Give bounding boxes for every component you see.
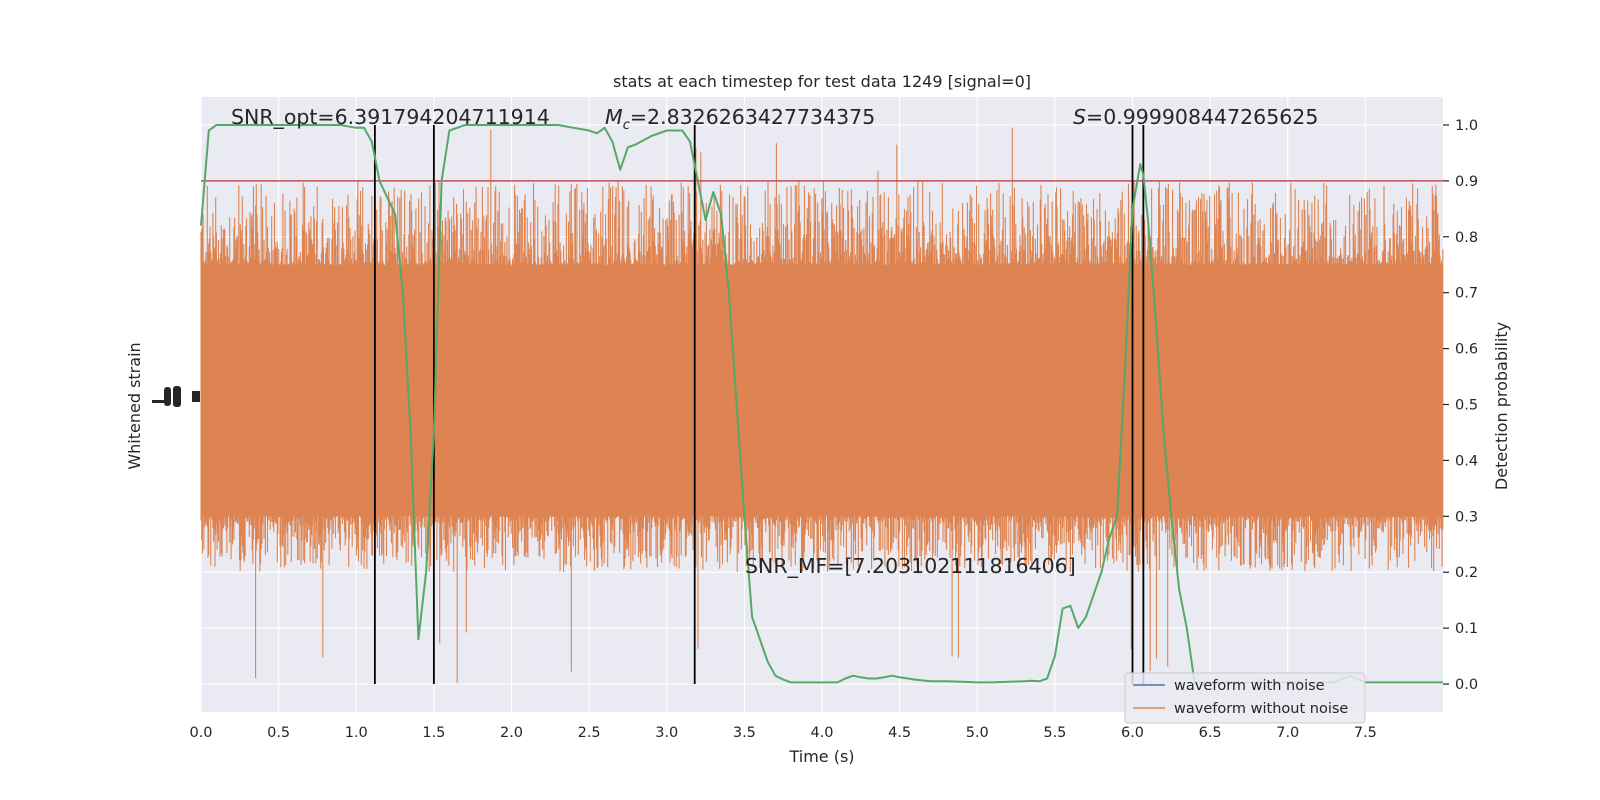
y-tick-label: 0.0 <box>1455 677 1478 693</box>
chart-title: stats at each timestep for test data 124… <box>613 72 1031 91</box>
x-tick-label: 5.5 <box>1043 725 1066 741</box>
s-annotation: S=0.999908447265625 <box>1073 105 1318 129</box>
s-value: =0.999908447265625 <box>1086 105 1318 129</box>
x-tick-label: 3.5 <box>733 725 756 741</box>
chirp-mass-symbol: M <box>605 105 623 129</box>
chirp-mass-value: =2.8326263427734375 <box>630 105 875 129</box>
legend-label-without-noise: waveform without noise <box>1174 701 1348 717</box>
y-tick-label: 0.3 <box>1455 509 1478 525</box>
y-tick-label: 1.0 <box>1455 118 1478 134</box>
y-axis-label-left: Whitened strain <box>125 342 144 469</box>
s-symbol: S <box>1073 105 1086 129</box>
x-tick-label: 0.5 <box>267 725 290 741</box>
waveform-without-noise-core <box>201 264 1443 517</box>
y-axis-label-right: Detection probability <box>1492 322 1511 490</box>
x-tick-label: 4.0 <box>810 725 833 741</box>
x-tick-label: 7.0 <box>1276 725 1299 741</box>
chirp-mass-annotation: Mc=2.8326263427734375 <box>605 105 875 133</box>
y-tick-label: 0.1 <box>1455 621 1478 637</box>
y-tick-label: 0.7 <box>1455 286 1478 302</box>
y-tick-label: 0.4 <box>1455 453 1478 469</box>
left-axis-tick-mark <box>152 400 165 403</box>
y-tick-label: 0.5 <box>1455 398 1478 414</box>
x-tick-label: 6.0 <box>1121 725 1144 741</box>
snr-mf-annotation: SNR_MF=[7.203102111816406] <box>745 554 1076 579</box>
x-tick-label: 0.0 <box>189 725 212 741</box>
x-axis-label: Time (s) <box>788 747 854 766</box>
legend: waveform with noise waveform without noi… <box>1124 672 1366 724</box>
x-tick-label: 3.0 <box>655 725 678 741</box>
x-tick-label: 6.5 <box>1199 725 1222 741</box>
y-right-tick-labels: 0.0 0.1 0.2 0.3 0.4 0.5 0.6 0.7 0.8 0.9 1.0 <box>1443 118 1478 693</box>
left-axis-marks <box>152 386 200 407</box>
detection-probability-line <box>200 124 1443 684</box>
snr-opt-annotation: SNR_opt=6.391794204711914 <box>231 105 550 130</box>
x-tick-label: 1.0 <box>345 725 368 741</box>
x-tick-label: 7.5 <box>1354 725 1377 741</box>
left-axis-tick-mark <box>164 387 171 406</box>
chirp-mass-subscript: c <box>623 118 630 133</box>
legend-box <box>1124 672 1366 724</box>
y-tick-label: 0.9 <box>1455 174 1478 190</box>
x-tick-label: 2.5 <box>578 725 601 741</box>
x-tick-label: 2.0 <box>500 725 523 741</box>
y-tick-label: 0.2 <box>1455 565 1478 581</box>
x-tick-labels: 0.0 0.5 1.0 1.5 2.0 2.5 3.0 3.5 4.0 4.5 5.0 5.5 6.0 6… <box>189 725 1376 741</box>
x-tick-label: 1.5 <box>422 725 445 741</box>
detection-probability-series <box>200 124 1443 684</box>
y-tick-label: 0.8 <box>1455 230 1478 246</box>
left-axis-tick-mark <box>192 391 200 402</box>
y-tick-label: 0.6 <box>1455 342 1478 358</box>
legend-label-with-noise: waveform with noise <box>1174 678 1325 694</box>
left-axis-tick-mark <box>173 386 181 407</box>
x-tick-label: 4.5 <box>888 725 911 741</box>
x-tick-label: 5.0 <box>966 725 989 741</box>
